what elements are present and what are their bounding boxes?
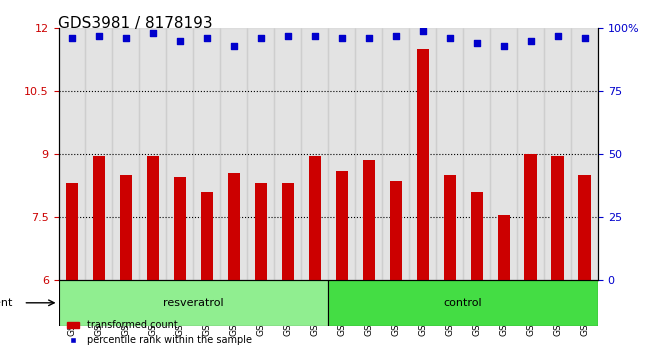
Bar: [443, 175, 456, 280]
Point: [309, 33, 320, 39]
Point: [363, 35, 374, 41]
FancyBboxPatch shape: [58, 280, 328, 326]
Point: [148, 30, 158, 36]
Bar: [93, 156, 105, 280]
Point: [175, 38, 185, 44]
Bar: [382, 28, 410, 280]
Bar: [166, 28, 194, 280]
Point: [471, 41, 482, 46]
Bar: [220, 28, 247, 280]
Bar: [525, 154, 537, 280]
Bar: [578, 175, 591, 280]
Bar: [517, 28, 544, 280]
Bar: [140, 28, 166, 280]
Bar: [410, 28, 436, 280]
Bar: [463, 28, 490, 280]
Legend: transformed count, percentile rank within the sample: transformed count, percentile rank withi…: [63, 316, 255, 349]
Point: [499, 43, 509, 49]
Bar: [335, 171, 348, 280]
Bar: [571, 28, 598, 280]
Text: control: control: [444, 298, 482, 308]
Point: [283, 33, 293, 39]
Bar: [194, 28, 220, 280]
Bar: [201, 192, 213, 280]
Bar: [417, 49, 429, 280]
Bar: [66, 183, 78, 280]
Bar: [302, 28, 328, 280]
Bar: [255, 183, 267, 280]
Bar: [497, 215, 510, 280]
Bar: [281, 183, 294, 280]
Bar: [309, 156, 321, 280]
Bar: [551, 156, 564, 280]
Bar: [389, 181, 402, 280]
Point: [202, 35, 212, 41]
Text: resveratrol: resveratrol: [163, 298, 224, 308]
Point: [417, 28, 428, 34]
Point: [67, 35, 77, 41]
Bar: [328, 28, 355, 280]
Bar: [436, 28, 463, 280]
Point: [445, 35, 455, 41]
FancyBboxPatch shape: [328, 280, 598, 326]
Text: GDS3981 / 8178193: GDS3981 / 8178193: [58, 16, 213, 31]
Point: [94, 33, 104, 39]
Point: [121, 35, 131, 41]
Point: [552, 33, 563, 39]
Bar: [471, 192, 483, 280]
Bar: [355, 28, 382, 280]
Point: [255, 35, 266, 41]
Bar: [58, 28, 85, 280]
Bar: [274, 28, 302, 280]
Text: agent: agent: [0, 298, 12, 308]
Bar: [490, 28, 517, 280]
Bar: [147, 156, 159, 280]
Bar: [363, 160, 375, 280]
Point: [525, 38, 536, 44]
Bar: [174, 177, 186, 280]
Point: [337, 35, 347, 41]
Bar: [85, 28, 112, 280]
Bar: [247, 28, 274, 280]
Point: [391, 33, 401, 39]
Point: [579, 35, 590, 41]
Bar: [227, 173, 240, 280]
Bar: [544, 28, 571, 280]
Bar: [120, 175, 132, 280]
Bar: [112, 28, 140, 280]
Point: [229, 43, 239, 49]
